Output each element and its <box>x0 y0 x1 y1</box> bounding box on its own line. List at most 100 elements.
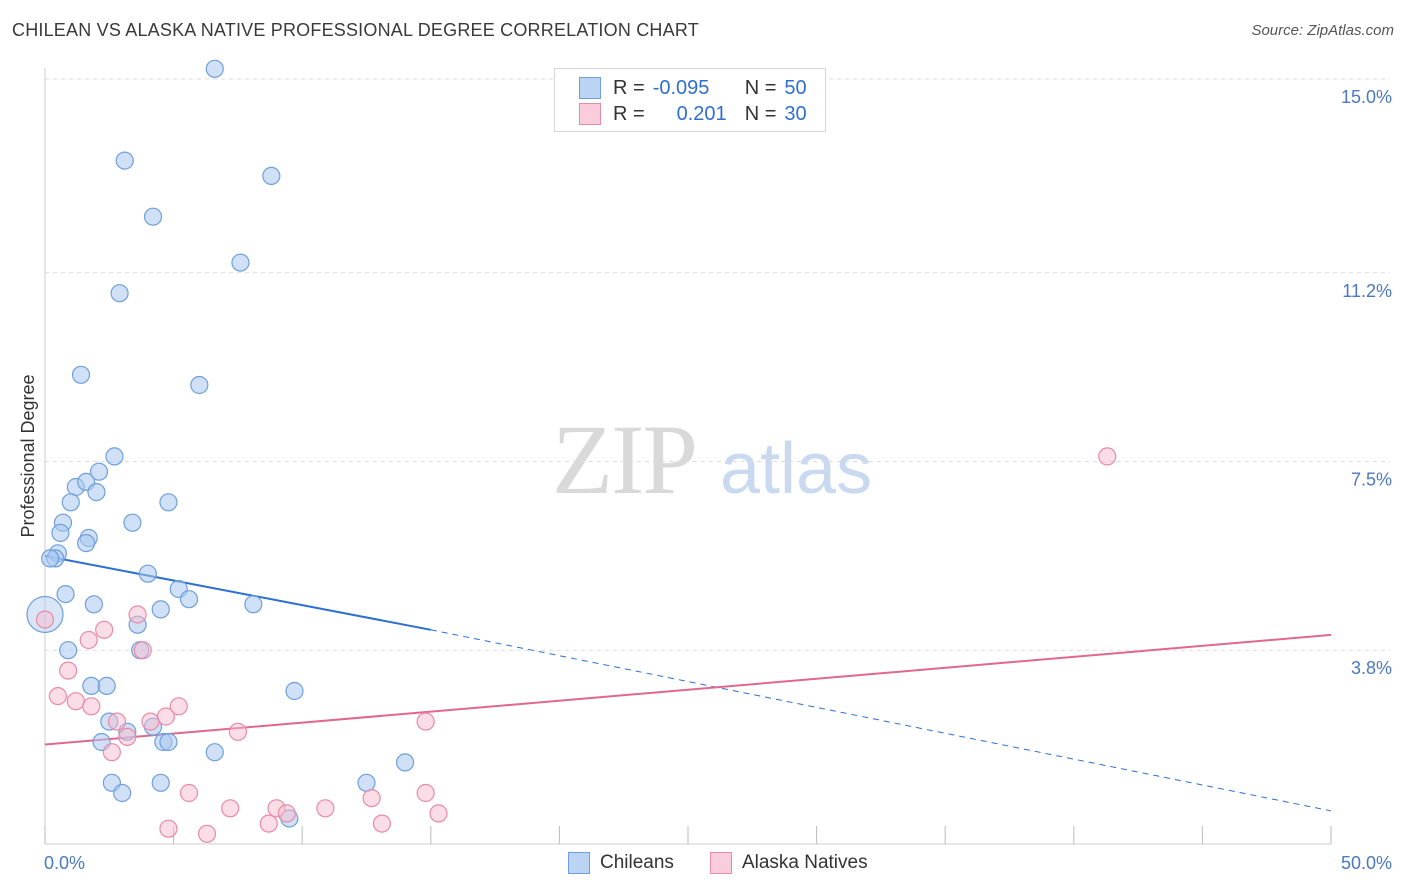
source-label: Source: ZipAtlas.com <box>1251 22 1394 39</box>
alaska-point <box>102 743 121 762</box>
alaska-point <box>35 610 55 629</box>
chileans-point <box>285 681 304 701</box>
chileans-point <box>56 584 75 604</box>
watermark-zip: ZIP <box>552 404 698 515</box>
chileans-point <box>123 513 142 532</box>
alaska-point <box>316 799 335 818</box>
alaska-point <box>156 707 175 726</box>
data-points <box>26 59 1117 843</box>
alaska-point <box>107 712 127 731</box>
chileans-point <box>143 207 163 226</box>
chileans-point <box>190 375 209 395</box>
legend-item-chileans[interactable]: Chileans <box>568 852 674 874</box>
alaska-point <box>59 661 78 680</box>
legend-label: Chileans <box>600 852 674 873</box>
alaska-point <box>48 686 67 706</box>
chileans-point <box>61 493 80 512</box>
legend-n-label: N = <box>744 76 777 99</box>
alaska-point <box>66 692 85 711</box>
chileans-point <box>205 59 224 78</box>
alaska-point <box>259 814 278 833</box>
chileans-point <box>231 253 250 272</box>
chileans-point <box>71 365 91 384</box>
y-axis-label: Professional Degree <box>18 374 38 537</box>
chileans-point <box>110 284 129 303</box>
grid-lines <box>45 78 1390 651</box>
chileans-point <box>82 676 101 696</box>
alaska-point <box>228 722 247 741</box>
alaska-point <box>169 697 188 716</box>
y-tick-label: 11.2% <box>1342 281 1392 301</box>
chileans-trend-extension <box>430 629 1332 812</box>
chileans-point <box>244 595 263 614</box>
legend-r-label: R = <box>613 76 645 99</box>
correlation-legend: R = -0.095 N = 50 R = 0.201 N = 30 <box>554 68 826 132</box>
alaska-swatch <box>579 103 601 125</box>
chileans-point <box>77 533 96 553</box>
chart-title: CHILEAN VS ALASKA NATIVE PROFESSIONAL DE… <box>12 20 699 40</box>
alaska-point <box>133 641 152 660</box>
chileans-point <box>159 493 178 512</box>
chileans-point <box>105 447 124 466</box>
chileans-point <box>151 600 170 619</box>
alaska-point <box>82 697 101 716</box>
chileans-point <box>51 523 70 543</box>
alaska-point <box>1098 447 1117 466</box>
legend-label: Alaska Natives <box>741 852 868 873</box>
chileans-point <box>89 462 109 481</box>
series-legend: Chileans Alaska Natives <box>568 852 904 874</box>
chileans-point <box>205 743 224 762</box>
chileans-point <box>41 549 60 568</box>
legend-r-label: R = <box>613 102 645 125</box>
chileans-point <box>115 151 134 170</box>
alaska-point <box>118 727 137 747</box>
chileans-point <box>357 773 376 792</box>
legend-item-alaska-natives[interactable]: Alaska Natives <box>709 852 868 874</box>
alaska-point <box>221 799 240 818</box>
alaska-point <box>372 814 392 833</box>
trend-lines <box>44 554 1332 812</box>
chileans-point <box>151 773 170 792</box>
chileans-point <box>113 783 132 803</box>
legend-r-value: -0.095 <box>652 76 710 99</box>
legend-r-value: 0.201 <box>676 102 727 125</box>
alaska-point <box>197 824 217 843</box>
x-tick-label: 0.0% <box>44 853 85 873</box>
x-tick-label: 50.0% <box>1341 853 1392 873</box>
legend-n-value: 30 <box>784 102 807 125</box>
chileans-swatch <box>579 77 601 99</box>
chileans-swatch <box>568 852 590 874</box>
alaska-point <box>79 630 98 650</box>
alaska-point <box>95 620 114 639</box>
chileans-point <box>159 732 178 752</box>
alaska-point <box>179 783 199 803</box>
alaska-swatch <box>709 852 732 874</box>
chileans-point <box>262 166 281 185</box>
alaska-trend-line <box>44 633 1332 746</box>
alaska-point <box>429 804 448 823</box>
tick-labels: 3.8% 7.5% 11.2% 15.0% 0.0% 50.0% <box>44 87 1392 873</box>
legend-n-label: N = <box>744 102 777 125</box>
legend-n-value: 50 <box>784 76 807 99</box>
y-tick-label: 3.8% <box>1351 658 1392 678</box>
legend-row-alaska: R = 0.201 N = 30 <box>579 101 807 127</box>
alaska-point <box>277 804 296 823</box>
chileans-point <box>395 753 415 772</box>
chileans-point <box>59 641 78 660</box>
alaska-point <box>416 783 435 803</box>
alaska-point <box>128 605 147 624</box>
alaska-point <box>141 712 160 731</box>
chileans-trend-line <box>44 554 431 631</box>
legend-row-chileans: R = -0.095 N = 50 <box>579 75 807 101</box>
alaska-point <box>416 712 435 731</box>
chileans-point <box>138 564 157 583</box>
chileans-point <box>87 483 106 502</box>
y-tick-label: 7.5% <box>1351 470 1392 490</box>
y-tick-label: 15.0% <box>1341 87 1392 107</box>
axes <box>44 68 1332 845</box>
alaska-point <box>159 819 178 838</box>
chileans-point <box>84 595 103 614</box>
watermark-atlas: atlas <box>720 429 873 509</box>
alaska-point <box>362 788 381 808</box>
